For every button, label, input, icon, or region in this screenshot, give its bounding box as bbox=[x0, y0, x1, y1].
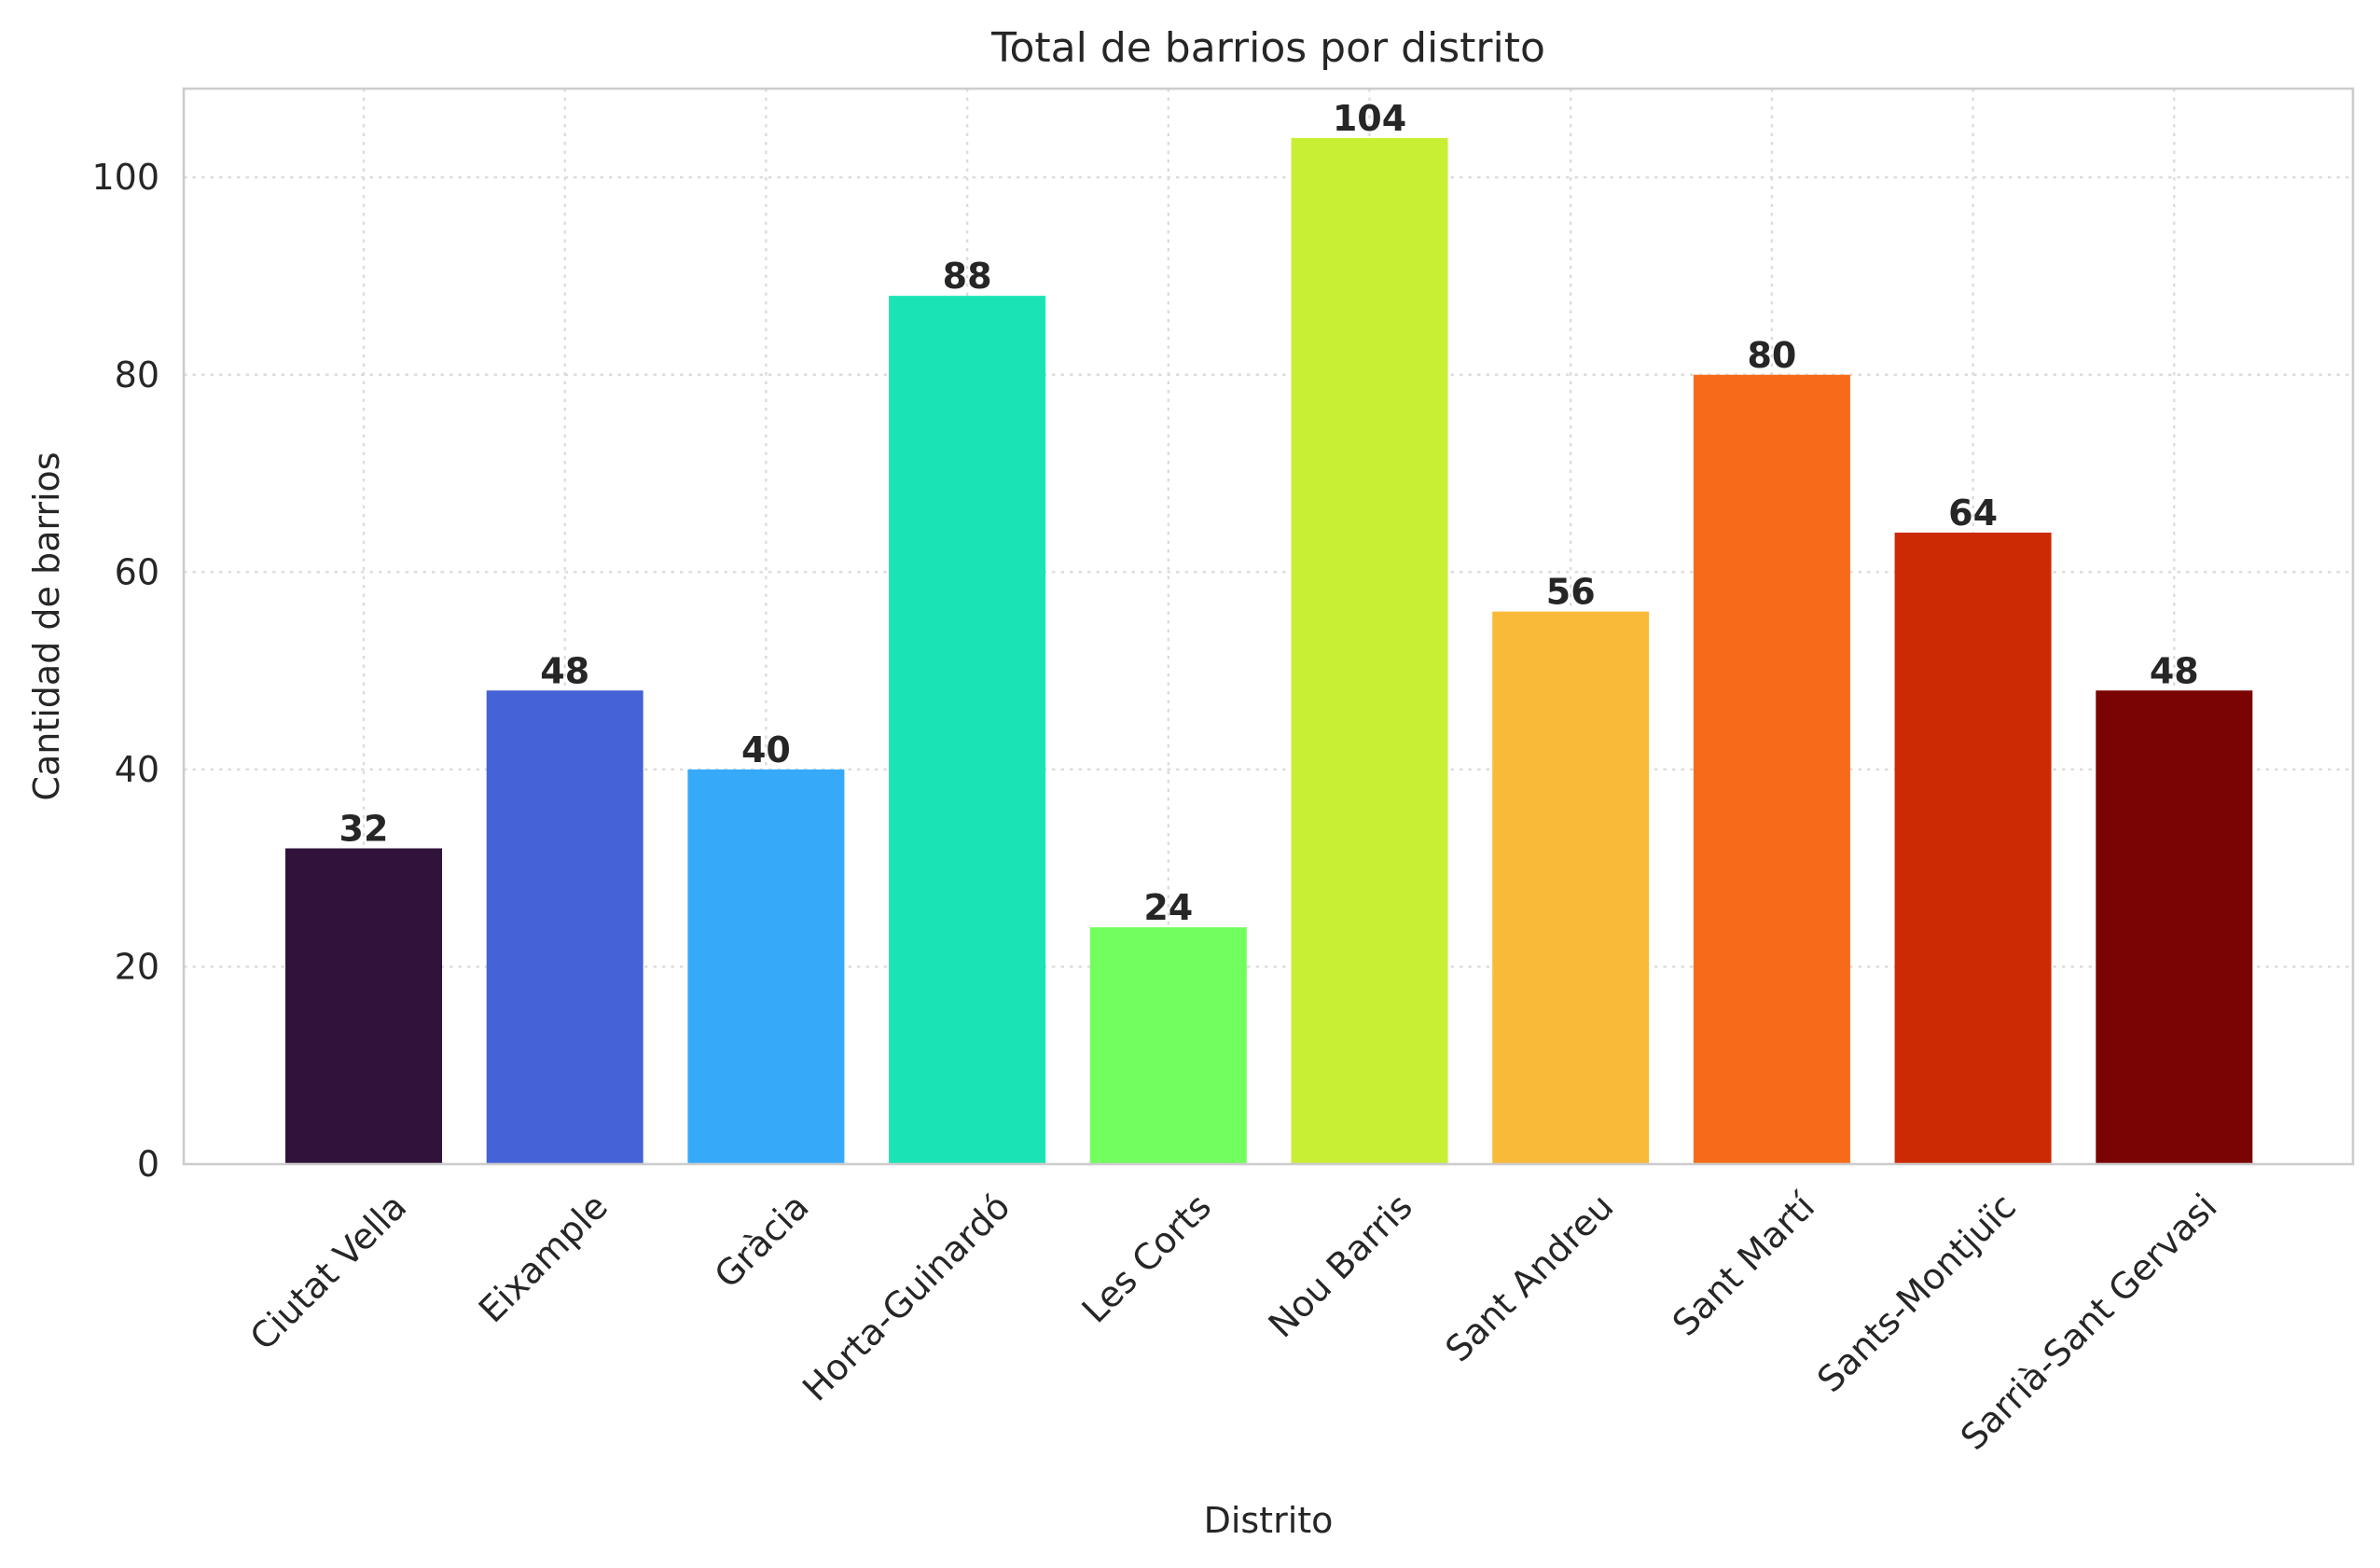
x-tick-label: Gràcia bbox=[707, 1186, 817, 1296]
bar-value-label: 56 bbox=[1546, 572, 1596, 613]
bar-value-label: 48 bbox=[540, 650, 589, 691]
y-tick-label: 0 bbox=[137, 1144, 159, 1185]
bar-value-label: 24 bbox=[1143, 887, 1193, 928]
y-tick-label: 80 bbox=[115, 354, 159, 395]
bar bbox=[2096, 690, 2253, 1164]
plot-frame bbox=[182, 87, 2355, 1166]
y-tick-label: 40 bbox=[115, 749, 159, 790]
bar bbox=[1492, 611, 1650, 1164]
x-axis-label: Distrito bbox=[1204, 1500, 1334, 1541]
bar-value-label: 88 bbox=[943, 256, 992, 297]
y-tick-label: 100 bbox=[91, 157, 159, 198]
bar-value-label: 64 bbox=[1948, 493, 1998, 534]
x-tick-label: Ciutat Vella bbox=[242, 1186, 415, 1358]
bar bbox=[486, 690, 643, 1164]
data-labels-layer: 32 48 40 88 24 104 56 80 64 48 bbox=[339, 98, 2199, 928]
x-tick-label: Les Corts bbox=[1074, 1186, 1219, 1330]
bar-value-label: 48 bbox=[2150, 650, 2199, 691]
x-tick-label: Sant Martí bbox=[1665, 1185, 1823, 1343]
bar bbox=[285, 848, 442, 1164]
y-tick-label: 60 bbox=[115, 551, 159, 592]
chart-title: Total de barrios por distrito bbox=[990, 24, 1545, 72]
bars-layer bbox=[285, 137, 2253, 1165]
x-tick-label: Sant Andreu bbox=[1437, 1186, 1621, 1369]
x-tick-label: Horta-Guinardó bbox=[795, 1186, 1017, 1408]
bar bbox=[687, 769, 845, 1164]
bar bbox=[1291, 137, 1448, 1165]
bar-value-label: 32 bbox=[339, 809, 389, 850]
x-tick-labels: Ciutat Vella Eixample GràciaHorta-Guinardó… bbox=[242, 1185, 2225, 1458]
bar bbox=[1693, 374, 1850, 1164]
bar-value-label: 40 bbox=[741, 729, 791, 770]
bar bbox=[1089, 927, 1247, 1164]
bar bbox=[1894, 533, 2052, 1164]
x-tick-label: Nou Barris bbox=[1261, 1186, 1420, 1345]
y-axis-label: Cantidad de barrios bbox=[26, 451, 67, 800]
bar-value-label: 104 bbox=[1333, 98, 1406, 139]
x-tick-label: Sants-Montjuïc bbox=[1809, 1186, 2024, 1400]
bar-value-label: 80 bbox=[1747, 335, 1796, 376]
bar bbox=[889, 296, 1046, 1165]
x-tick-label: Eixample bbox=[471, 1186, 616, 1330]
y-tick-labels: 0 20 40 60 80 100 bbox=[91, 157, 159, 1185]
y-tick-label: 20 bbox=[115, 946, 159, 987]
